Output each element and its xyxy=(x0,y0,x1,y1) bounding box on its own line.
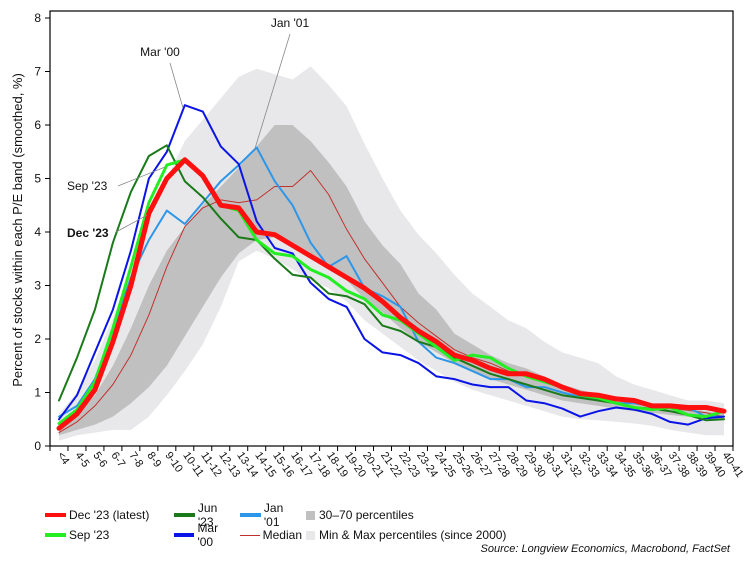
annotation-sep-23: Sep '23 xyxy=(67,179,108,193)
legend-item-sep-23: Sep '23 xyxy=(45,528,170,542)
y-tick-label: 3 xyxy=(34,279,41,293)
annotation-leader-mar-00 xyxy=(169,62,184,108)
series-lines xyxy=(56,104,727,434)
annotation-jan-01: Jan '01 xyxy=(271,16,310,30)
legend: Dec '23 (latest) Jun '23 Jan '01 30–70 perc… xyxy=(45,501,510,549)
annotation-mar-00: Mar '00 xyxy=(140,45,180,59)
legend-item-jun-23: Jun '23 xyxy=(174,501,236,529)
legend-label: Jun '23 xyxy=(197,501,218,529)
legend-item-mar-00: Mar '00 xyxy=(174,521,236,549)
legend-label: Min & Max percentiles (since 2000) xyxy=(319,528,507,542)
annotation-dec-23: Dec '23 xyxy=(67,226,109,240)
legend-label: 30–70 percentiles xyxy=(319,508,414,522)
x-tick-label: 6-7 xyxy=(108,450,127,470)
percentile-bands xyxy=(59,66,724,441)
x-tick-label: 7-8 xyxy=(126,450,145,470)
y-tick-label: 1 xyxy=(34,386,41,400)
legend-swatch-line xyxy=(240,513,261,517)
legend-swatch-line xyxy=(174,533,195,537)
annotations: Mar '00 Jan '01 Sep '23 Dec '23 xyxy=(67,16,309,240)
x-tick-label: 4-5 xyxy=(73,450,92,470)
legend-swatch-box xyxy=(306,530,315,540)
legend-swatch-line xyxy=(174,513,195,517)
source-note: Source: Longview Economics, Macrobond, F… xyxy=(480,543,730,555)
legend-label: Mar '00 xyxy=(197,521,219,549)
series-dec-23-latest xyxy=(56,157,727,431)
annotation-leader-sep-23 xyxy=(117,166,165,187)
legend-item-median: Median xyxy=(240,528,302,542)
annotation-leader-dec-23 xyxy=(115,214,148,233)
x-tick-label: 9-10 xyxy=(162,450,184,475)
band-min-max-percentiles-since-2000 xyxy=(59,66,724,441)
y-tick-label: 5 xyxy=(34,172,41,186)
legend-label: Sep '23 xyxy=(69,528,110,542)
legend-item-dec-23-latest: Dec '23 (latest) xyxy=(45,508,170,522)
y-tick-label: 8 xyxy=(34,11,41,25)
chart: Mar '00 Jan '01 Sep '23 Dec '23 0 1 2 3 4 5 6 7 8 <4… xyxy=(10,10,746,480)
legend-row: Sep '23 Mar '00 Median Min & Max percentile… xyxy=(45,521,510,549)
series-sep-23 xyxy=(57,158,726,425)
legend-swatch-box xyxy=(306,510,315,520)
y-tick-label: 4 xyxy=(34,225,41,239)
y-tick-label: 7 xyxy=(34,65,41,79)
legend-label: Median xyxy=(262,528,302,542)
series-mar-00 xyxy=(58,104,725,426)
legend-swatch-line xyxy=(45,513,66,517)
y-tick-label: 6 xyxy=(34,118,41,132)
legend-item-30-70-percentiles: 30–70 percentiles xyxy=(306,508,414,522)
y-tick-label: 2 xyxy=(34,332,41,346)
annotation-leader-jan-01 xyxy=(254,33,291,150)
legend-item-min-max-percentiles-since-2000: Min & Max percentiles (since 2000) xyxy=(306,528,506,542)
legend-item-jan-01: Jan '01 xyxy=(240,501,302,529)
x-tick-label: 8-9 xyxy=(144,450,163,470)
legend-label: Dec '23 (latest) xyxy=(69,508,150,522)
legend-swatch-line xyxy=(45,533,66,537)
x-tick-label: <4 xyxy=(55,450,72,467)
y-tick-label: 0 xyxy=(34,439,41,453)
legend-swatch-line xyxy=(240,534,260,536)
legend-row: Dec '23 (latest) Jun '23 Jan '01 30–70 perc… xyxy=(45,501,510,529)
legend-label: Jan '01 xyxy=(263,501,284,529)
band-30-70-percentiles xyxy=(59,125,724,436)
x-tick-label: 5-6 xyxy=(90,450,109,470)
y-axis-label: Percent of stocks within each P/E band (… xyxy=(10,73,25,387)
